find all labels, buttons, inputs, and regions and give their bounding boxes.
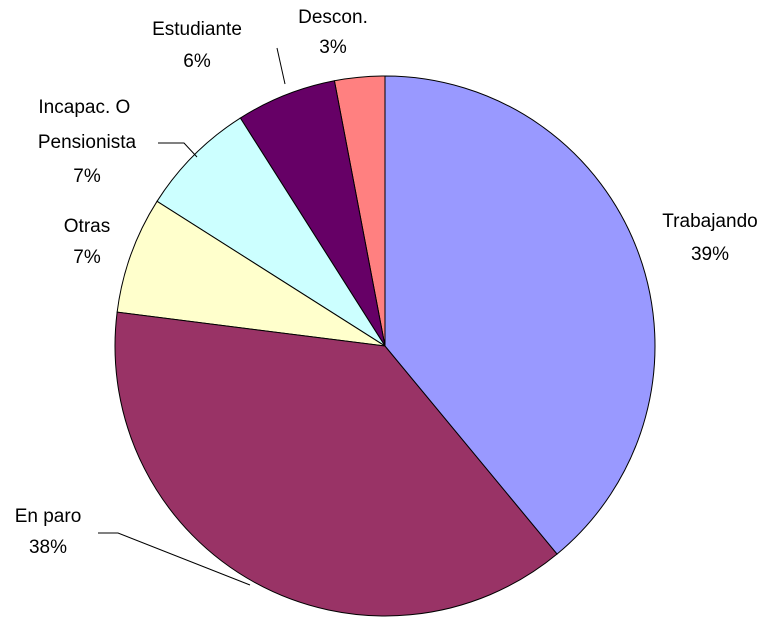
slice-value-label: 38%: [29, 537, 67, 558]
slice-value-label: 7%: [73, 166, 101, 187]
leader-line: [158, 142, 198, 158]
pie-slice: [156, 117, 386, 347]
slice-value-label: 7%: [73, 247, 101, 268]
slice-label: Incapac. O Pensionista: [38, 97, 137, 153]
pie-slice: [116, 200, 386, 347]
pie-slice: [384, 75, 656, 555]
slice-value-label: 6%: [183, 51, 211, 72]
slice-value-label: 39%: [691, 244, 729, 265]
slice-label: Estudiante: [152, 19, 242, 40]
slice-value-label: 3%: [319, 37, 347, 58]
slice-label: Otras: [64, 216, 110, 237]
pie-slice: [114, 311, 558, 617]
slice-label: Trabajando: [662, 211, 757, 232]
leader-line: [276, 47, 286, 85]
slice-label: Descon.: [298, 7, 368, 28]
leader-line: [98, 532, 251, 586]
slice-label: En paro: [15, 506, 82, 527]
